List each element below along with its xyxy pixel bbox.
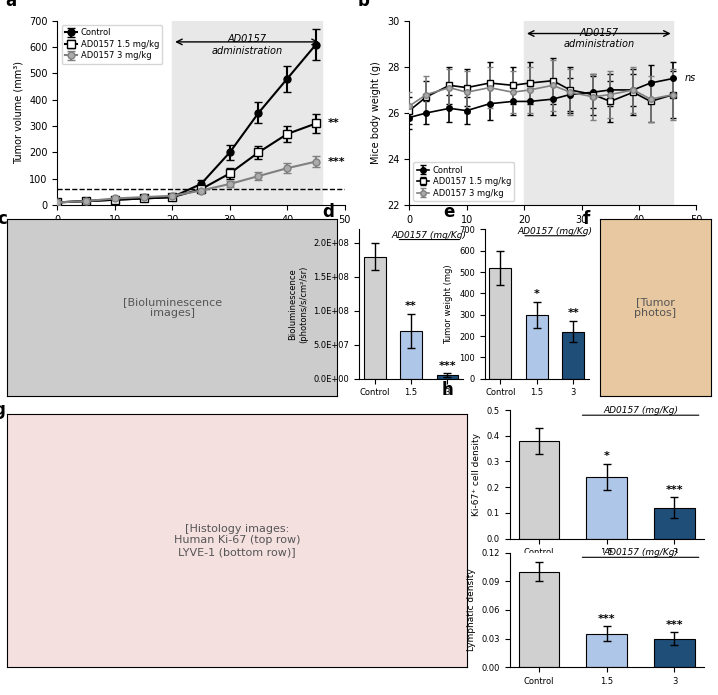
Bar: [587, 477, 627, 539]
Text: AD0157 (mg/Kg): AD0157 (mg/Kg): [603, 406, 678, 415]
Text: *: *: [604, 452, 610, 461]
Text: b: b: [358, 0, 370, 10]
Text: ***: ***: [439, 361, 456, 371]
Text: AD0157 (mg/Kg): AD0157 (mg/Kg): [603, 548, 678, 557]
Text: ***: ***: [327, 156, 345, 167]
Text: **: **: [567, 308, 579, 318]
Text: c: c: [0, 210, 7, 228]
Text: [Tumor
photos]: [Tumor photos]: [634, 297, 676, 318]
Text: **: **: [405, 301, 417, 311]
Text: ns: ns: [685, 74, 696, 83]
Y-axis label: Tumor weight (mg): Tumor weight (mg): [444, 264, 454, 344]
Bar: [654, 508, 695, 539]
Bar: [490, 268, 511, 379]
Text: AD0157
administration: AD0157 administration: [211, 34, 283, 56]
Bar: [518, 441, 559, 539]
Text: *: *: [533, 288, 540, 299]
Text: AD0157
administration: AD0157 administration: [563, 28, 635, 49]
Bar: [654, 639, 695, 667]
Bar: [437, 375, 458, 379]
Bar: [364, 256, 386, 379]
Text: AD0157 (mg/Kg): AD0157 (mg/Kg): [392, 231, 467, 240]
Text: h: h: [442, 381, 454, 399]
Text: d: d: [322, 204, 335, 222]
Text: ***: ***: [666, 485, 684, 495]
Text: ***: ***: [598, 614, 615, 624]
Text: [Histology images:
Human Ki-67 (top row)
LYVE-1 (bottom row)]: [Histology images: Human Ki-67 (top row)…: [174, 524, 300, 557]
Y-axis label: Bioluminescence
(photons/s/cm²/sr): Bioluminescence (photons/s/cm²/sr): [289, 265, 308, 343]
Bar: [587, 634, 627, 667]
X-axis label: Days: Days: [538, 230, 568, 240]
Text: **: **: [327, 118, 339, 129]
Bar: [518, 571, 559, 667]
Text: AD0157 (mg/Kg): AD0157 (mg/Kg): [518, 227, 592, 236]
Text: ***: ***: [666, 620, 684, 630]
Legend: Control, AD0157 1.5 mg/kg, AD0157 3 mg/kg: Control, AD0157 1.5 mg/kg, AD0157 3 mg/k…: [62, 25, 162, 64]
Bar: [562, 332, 584, 379]
Bar: [524, 21, 673, 205]
Y-axis label: Mice body weight (g): Mice body weight (g): [371, 62, 381, 164]
Bar: [400, 332, 422, 379]
Bar: [526, 315, 548, 379]
Y-axis label: Tumor volume (mm³): Tumor volume (mm³): [14, 61, 24, 165]
Legend: Control, AD0157 1.5 mg/kg, AD0157 3 mg/kg: Control, AD0157 1.5 mg/kg, AD0157 3 mg/k…: [414, 162, 514, 201]
Text: e: e: [443, 204, 454, 222]
Y-axis label: Ki-67⁺ cell density: Ki-67⁺ cell density: [472, 433, 481, 516]
Text: f: f: [583, 210, 590, 228]
Y-axis label: Lymphatic density: Lymphatic density: [467, 569, 476, 651]
X-axis label: Days: Days: [186, 230, 216, 240]
Text: [Bioluminescence
images]: [Bioluminescence images]: [123, 297, 222, 318]
Bar: [172, 21, 322, 205]
Text: g: g: [0, 401, 5, 419]
Text: a: a: [6, 0, 17, 10]
